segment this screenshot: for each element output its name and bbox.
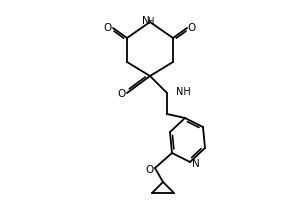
Text: H: H xyxy=(147,17,153,25)
Text: O: O xyxy=(104,23,112,33)
Text: NH: NH xyxy=(176,87,191,97)
Text: O: O xyxy=(117,89,125,99)
Text: N: N xyxy=(142,16,150,26)
Text: O: O xyxy=(146,165,154,175)
Text: O: O xyxy=(188,23,196,33)
Text: N: N xyxy=(192,159,200,169)
